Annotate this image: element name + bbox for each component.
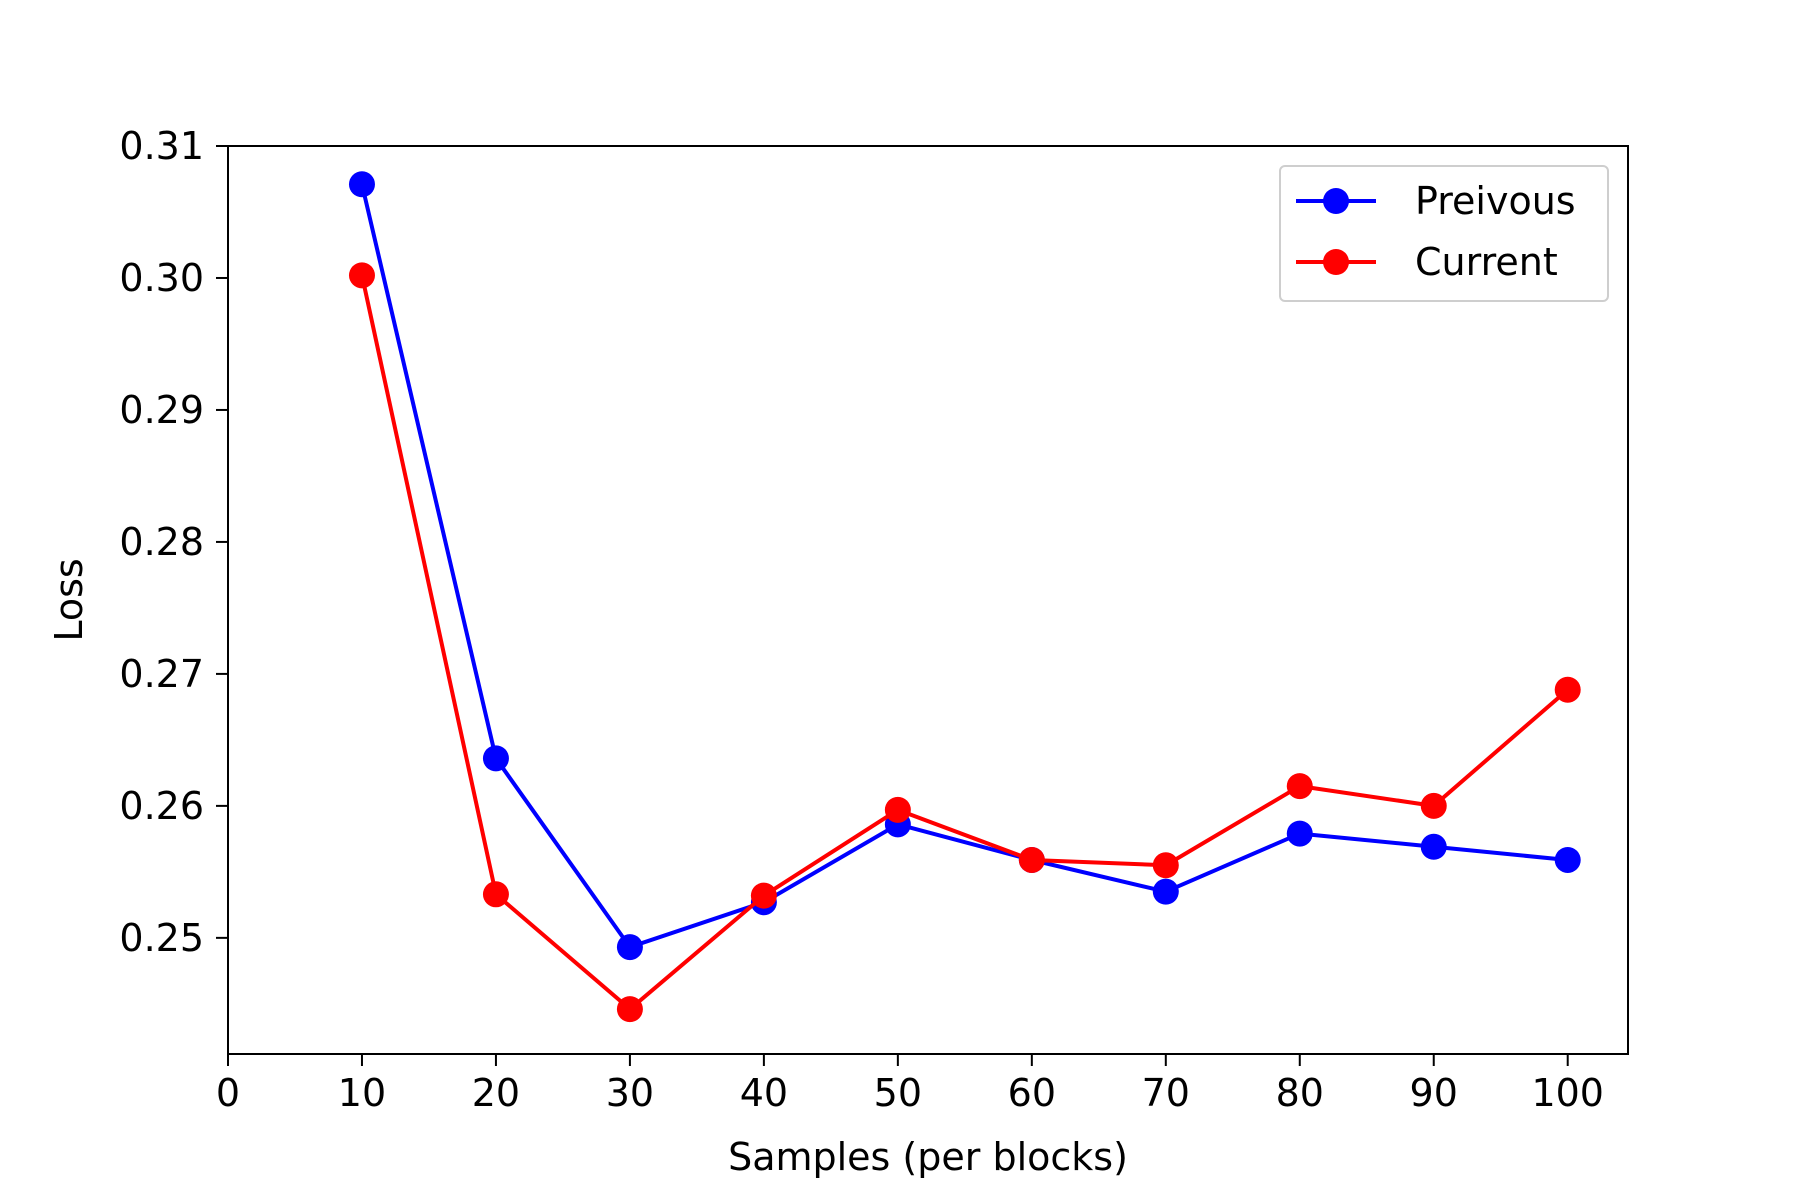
- series-line: [360, 274, 1570, 1012]
- data-point: [482, 881, 509, 908]
- x-tick-label: 0: [216, 1071, 240, 1115]
- x-tick-label: 30: [606, 1071, 654, 1115]
- y-tick-label: 0.28: [119, 520, 204, 564]
- y-axis-ticks: 0.25 0.26 0.27 0.28 0.29 0.30 0.31: [119, 124, 228, 960]
- y-axis-label: Loss: [47, 558, 91, 641]
- plot-frame: [227, 145, 1629, 1055]
- legend-marker: [1323, 188, 1349, 214]
- x-tick-label: 40: [740, 1071, 788, 1115]
- legend-label: Preivous: [1415, 179, 1576, 223]
- data-point: [616, 996, 643, 1023]
- data-point: [348, 262, 375, 289]
- data-point: [1286, 820, 1313, 847]
- data-point: [1018, 846, 1045, 873]
- x-tick-label: 60: [1008, 1071, 1056, 1115]
- x-axis-label: Samples (per blocks): [728, 1135, 1128, 1179]
- data-point: [1152, 852, 1179, 879]
- legend-item: Current: [1296, 240, 1558, 284]
- legend-marker: [1323, 249, 1349, 275]
- y-tick-label: 0.26: [119, 784, 204, 828]
- y-tick-label: 0.29: [119, 388, 204, 432]
- data-point: [1420, 833, 1447, 860]
- x-tick-label: 100: [1531, 1071, 1604, 1115]
- y-tick-label: 0.27: [119, 652, 204, 696]
- y-tick-label: 0.30: [119, 256, 204, 300]
- x-axis-ticks: 0 10 20 30 40 50 60 70 80 90 100: [216, 1054, 1604, 1115]
- series-layer: [348, 171, 1581, 1023]
- series-line: [360, 183, 1568, 950]
- y-tick-label: 0.31: [119, 124, 204, 168]
- data-point: [1420, 792, 1447, 819]
- x-tick-label: 80: [1276, 1071, 1324, 1115]
- series-current: [348, 262, 1581, 1023]
- data-point: [1554, 676, 1581, 703]
- data-point: [1152, 878, 1179, 905]
- x-tick-label: 20: [472, 1071, 520, 1115]
- x-tick-label: 10: [338, 1071, 386, 1115]
- x-tick-label: 70: [1142, 1071, 1190, 1115]
- legend-item: Preivous: [1296, 179, 1576, 223]
- x-tick-label: 90: [1410, 1071, 1458, 1115]
- data-point: [750, 882, 777, 909]
- data-point: [616, 934, 643, 961]
- data-point: [884, 796, 911, 823]
- legend-label: Current: [1415, 240, 1558, 284]
- data-point: [482, 745, 509, 772]
- y-tick-label: 0.25: [119, 916, 204, 960]
- legend: Preivous Current: [1279, 165, 1609, 302]
- data-point: [1554, 846, 1581, 873]
- data-point: [1286, 773, 1313, 800]
- x-tick-label: 50: [874, 1071, 922, 1115]
- data-point: [348, 171, 375, 198]
